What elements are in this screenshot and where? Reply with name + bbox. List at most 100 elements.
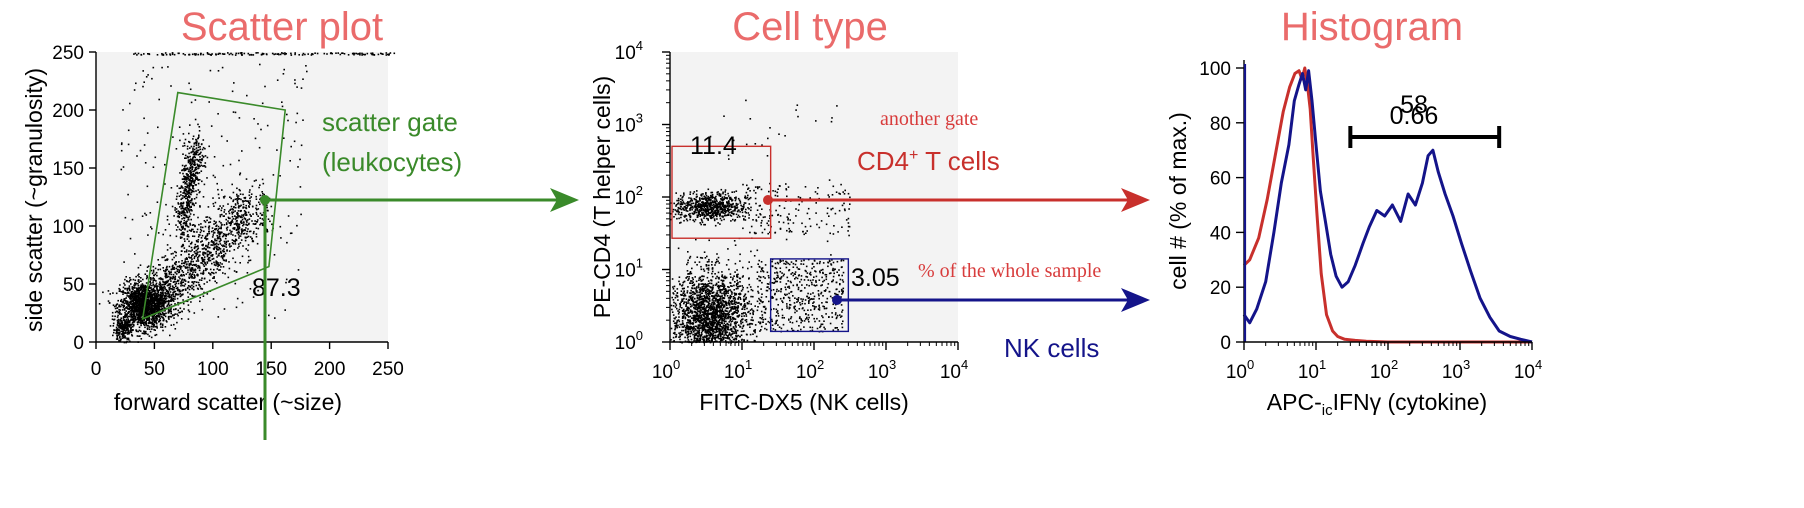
scatter-dot: [134, 298, 136, 301]
scatter-dot: [246, 224, 249, 226]
scatter-dot: [197, 137, 199, 140]
scatter-dot: [302, 119, 304, 121]
scatter-dot: [189, 222, 191, 225]
scatter-dot: [152, 320, 154, 322]
celltype-dot: [695, 280, 698, 283]
scatter-dot: [236, 222, 239, 225]
scatter-dot: [133, 299, 136, 301]
scatter-dot: [229, 246, 231, 248]
scatter-dot: [299, 186, 302, 188]
scatter-dot: [231, 211, 233, 213]
scatter-dot: [157, 295, 159, 298]
scatter-dot: [163, 314, 166, 316]
scatter-dot: [159, 288, 162, 290]
scatter-dot: [134, 305, 136, 308]
scatter-dot: [316, 52, 319, 55]
celltype-dot: [697, 310, 699, 312]
scatter-dot: [225, 227, 228, 229]
scatter-dot: [232, 199, 235, 201]
scatter-y-tick-label: 100: [52, 217, 84, 238]
celltype-dot: [695, 340, 697, 342]
scatter-dot: [137, 330, 139, 333]
scatter-dot: [206, 238, 209, 240]
scatter-dot: [179, 211, 181, 213]
scatter-dot: [149, 277, 152, 279]
scatter-dot: [165, 300, 168, 303]
scatter-dot: [252, 213, 254, 215]
celltype-dot: [700, 292, 702, 295]
scatter-dot: [130, 319, 132, 321]
scatter-dot: [158, 318, 161, 321]
scatter-dot: [186, 204, 188, 206]
scatter-dot: [129, 277, 131, 279]
scatter-dot: [226, 140, 228, 142]
scatter-dot: [228, 250, 231, 252]
celltype-dot: [716, 275, 718, 278]
scatter-dot: [173, 323, 175, 326]
scatter-dot: [172, 293, 174, 296]
scatter-dot: [136, 323, 139, 326]
scatter-dot: [163, 298, 166, 300]
scatter-dot: [237, 214, 239, 217]
scatter-dot: [213, 263, 216, 266]
celltype-dot: [695, 320, 698, 323]
scatter-dot: [186, 148, 189, 150]
scatter-dot: [245, 211, 247, 214]
scatter-dot: [146, 313, 148, 315]
scatter-dot: [164, 283, 166, 285]
scatter-dot: [248, 205, 250, 207]
scatter-dot: [153, 290, 155, 292]
scatter-dot: [187, 235, 190, 238]
scatter-dot: [249, 189, 251, 191]
scatter-dot: [123, 309, 126, 311]
scatter-dot: [121, 309, 124, 311]
scatter-dot: [255, 227, 258, 229]
scatter-dot: [190, 174, 192, 176]
celltype-dot: [700, 265, 702, 268]
scatter-dot: [178, 126, 181, 128]
scatter-dot: [116, 330, 118, 332]
scatter-dot: [136, 311, 139, 313]
scatter-dot: [244, 218, 247, 221]
celltype-dot: [745, 298, 747, 300]
scatter-dot: [217, 208, 220, 210]
scatter-dot: [239, 215, 241, 218]
scatter-dot: [244, 239, 247, 242]
scatter-dot: [145, 321, 147, 323]
celltype-dot: [707, 304, 710, 306]
scatter-dot: [113, 319, 115, 321]
scatter-dot: [228, 267, 231, 270]
scatter-dot: [193, 204, 195, 207]
celltype-dot: [727, 290, 729, 293]
scatter-dot: [181, 197, 184, 199]
scatter-dot: [165, 312, 167, 315]
scatter-dot: [177, 282, 180, 285]
scatter-dot: [145, 303, 147, 305]
scatter-dot: [179, 307, 182, 310]
scatter-dot: [131, 303, 133, 306]
scatter-dot: [123, 332, 126, 334]
scatter-dot: [188, 310, 191, 313]
scatter-dot: [361, 54, 363, 56]
scatter-dot: [215, 251, 217, 253]
scatter-dot: [163, 304, 165, 307]
scatter-dot: [114, 307, 117, 310]
scatter-dot: [165, 272, 168, 275]
scatter-dot: [216, 237, 219, 240]
celltype-dot: [735, 311, 738, 314]
scatter-dot: [207, 243, 210, 246]
scatter-dot: [193, 170, 195, 173]
scatter-dot: [183, 144, 186, 147]
scatter-dot: [146, 185, 149, 188]
scatter-dot: [180, 318, 183, 320]
celltype-dot: [730, 290, 733, 293]
scatter-dot: [219, 251, 222, 254]
celltype-dot: [686, 322, 688, 324]
scatter-dot: [137, 279, 140, 281]
scatter-dot: [226, 226, 229, 229]
scatter-dot: [178, 52, 180, 55]
scatter-dot: [174, 328, 177, 330]
scatter-dot: [285, 53, 287, 55]
scatter-dot: [170, 296, 172, 299]
scatter-dot: [197, 165, 200, 167]
